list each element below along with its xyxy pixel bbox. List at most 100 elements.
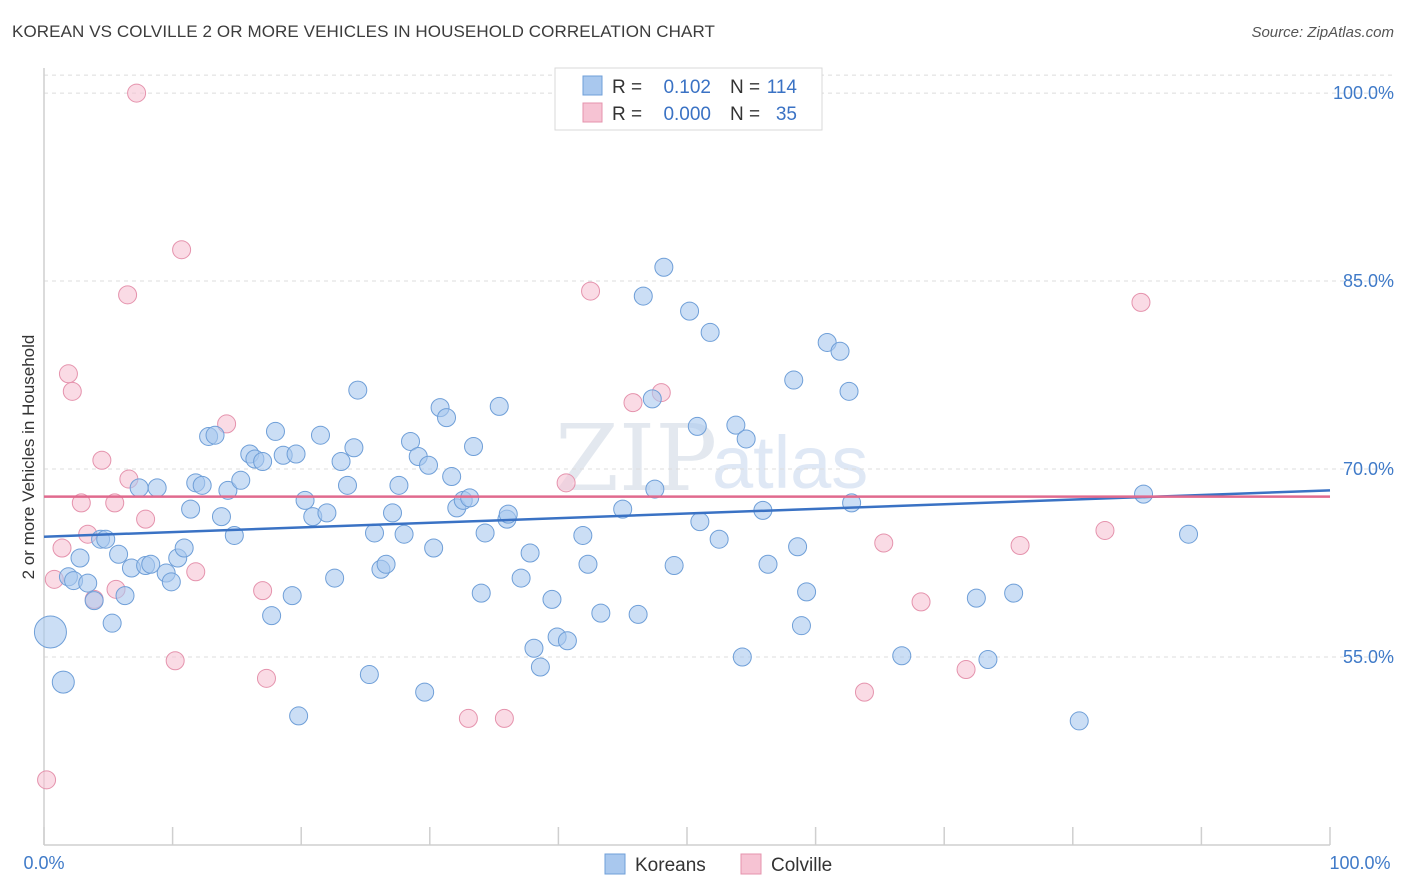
korean-point	[628, 604, 648, 624]
legend-bottom-colville-label: Colville	[771, 855, 832, 876]
legend-colville-r-label: R =	[612, 104, 642, 125]
korean-point	[464, 436, 484, 456]
korean-point	[1179, 524, 1199, 544]
legend-korean-n-value: 114	[767, 77, 798, 98]
y-tick-label: 100.0%	[1333, 83, 1394, 103]
korean-point	[147, 478, 167, 498]
korean-point	[337, 475, 357, 495]
korean-point	[437, 408, 457, 428]
x-axis-ticks	[43, 827, 1331, 845]
korean-point	[262, 606, 282, 626]
legend-korean-n-label: N =	[730, 77, 760, 98]
korean-point	[830, 341, 850, 361]
legend-top: R = 0.102 N = 114 R = 0.000 N = 35	[554, 67, 823, 131]
colville-point	[37, 770, 57, 790]
korean-point	[348, 380, 368, 400]
colville-point	[1131, 292, 1151, 312]
legend-korean-swatch	[582, 75, 603, 96]
y-axis-tick-labels: 55.0% 70.0% 85.0% 100.0%	[1333, 83, 1394, 667]
korean-point	[1004, 583, 1024, 603]
korean-point	[542, 589, 562, 609]
korean-point	[253, 452, 273, 472]
korean-point	[489, 396, 509, 416]
legend-colville-swatch	[582, 102, 603, 123]
colville-point	[172, 240, 192, 260]
colville-point	[1010, 535, 1030, 555]
korean-point	[966, 588, 986, 608]
legend-bottom-korean-swatch	[604, 853, 626, 875]
colville-point	[874, 533, 894, 553]
korean-point	[680, 301, 700, 321]
korean-point	[687, 416, 707, 436]
korean-point	[613, 499, 633, 519]
korean-point	[460, 488, 480, 508]
colville-point	[71, 493, 91, 513]
korean-point	[591, 603, 611, 623]
legend-korean-r-label: R =	[612, 77, 642, 98]
source-credit: Source: ZipAtlas.com	[1251, 24, 1394, 41]
korean-point	[788, 537, 808, 557]
y-tick-label: 55.0%	[1343, 647, 1394, 667]
korean-point	[557, 631, 577, 651]
korean-point	[578, 554, 598, 574]
korean-point	[96, 529, 116, 549]
korean-point	[424, 538, 444, 558]
korean-point	[109, 544, 129, 564]
korean-point	[758, 554, 778, 574]
korean-point	[344, 438, 364, 458]
korean-point	[394, 524, 414, 544]
korean-point	[664, 556, 684, 576]
korean-point	[295, 490, 315, 510]
korean-point	[784, 370, 804, 390]
y-axis-title: 2 or more Vehicles in Household	[19, 335, 38, 580]
korean-point	[690, 512, 710, 532]
korean-points	[33, 257, 1199, 731]
korean-point	[1069, 711, 1089, 731]
legend-colville-r-value: 0.000	[663, 104, 711, 125]
colville-point	[118, 285, 138, 305]
legend-bottom-korean-label: Koreans	[635, 855, 706, 876]
legend-bottom: Koreans Colville	[604, 853, 832, 876]
korean-point	[978, 650, 998, 670]
colville-point	[58, 364, 78, 384]
korean-point	[78, 573, 98, 593]
x-tick-label-0: 0.0%	[23, 853, 64, 873]
korean-point	[365, 523, 385, 543]
colville-point	[253, 581, 273, 601]
korean-point	[317, 503, 337, 523]
colville-point	[105, 493, 125, 513]
korean-point	[70, 548, 90, 568]
korean-point	[174, 538, 194, 558]
legend-colville-n-value: 35	[776, 104, 797, 125]
korean-point	[359, 665, 379, 685]
gridlines	[44, 74, 1394, 658]
korean-point	[181, 499, 201, 519]
korean-point	[286, 444, 306, 464]
korean-point	[289, 706, 309, 726]
korean-point	[633, 286, 653, 306]
korean-point	[573, 525, 593, 545]
legend-korean-r-value: 0.102	[663, 77, 711, 98]
colville-point	[494, 708, 514, 728]
korean-point	[389, 475, 409, 495]
korean-point	[892, 646, 912, 666]
colville-point	[556, 473, 576, 493]
y-tick-label: 85.0%	[1343, 271, 1394, 291]
colville-points	[37, 83, 1151, 790]
colville-point	[911, 592, 931, 612]
korean-point	[839, 381, 859, 401]
korean-point	[645, 479, 665, 499]
korean-point	[726, 415, 746, 435]
korean-point	[231, 470, 251, 490]
korean-point	[161, 572, 181, 592]
korean-point	[530, 657, 550, 677]
korean-point	[211, 507, 231, 527]
korean-point	[732, 647, 752, 667]
korean-point	[791, 616, 811, 636]
korean-point	[310, 425, 330, 445]
korean-point	[709, 529, 729, 549]
colville-point	[458, 708, 478, 728]
korean-point	[383, 503, 403, 523]
korean-point	[51, 670, 75, 694]
